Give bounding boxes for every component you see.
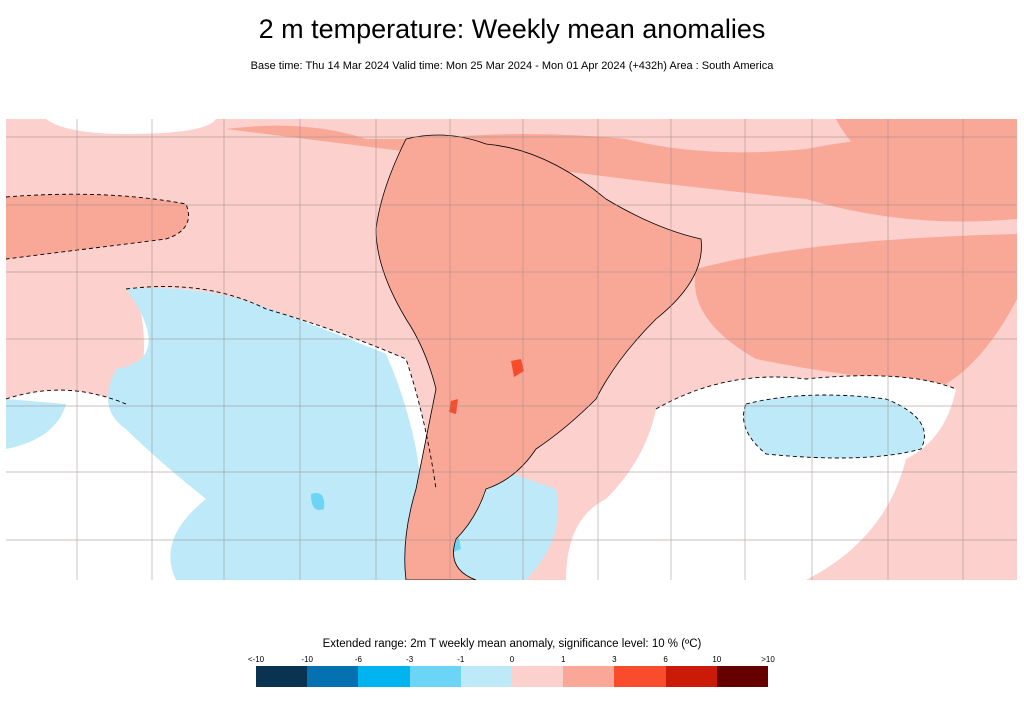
legend-tick: -10 — [301, 655, 313, 664]
warm-anomaly-africa — [836, 119, 1017, 179]
legend-tick: <-10 — [247, 655, 265, 664]
legend-swatch — [358, 666, 410, 687]
legend-tick: -1 — [457, 655, 465, 664]
anomaly-map — [6, 119, 1017, 580]
legend-tick: 0 — [509, 655, 515, 664]
hot-anomaly-argentina — [449, 399, 458, 414]
cool-anomaly-south-atlantic-blue — [743, 395, 925, 458]
hot-anomaly-paraguay — [511, 359, 524, 377]
warm-anomaly-pacific-band — [6, 194, 189, 259]
legend-tick: 10 — [712, 655, 722, 664]
south-america-landmass — [375, 134, 702, 580]
warm-anomaly-south-atlantic — [694, 234, 1017, 384]
legend-swatch — [614, 666, 666, 687]
legend-swatch — [563, 666, 615, 687]
page-title: 2 m temperature: Weekly mean anomalies — [258, 14, 766, 44]
map-grid — [6, 119, 1017, 580]
legend-swatch — [307, 666, 359, 687]
legend-tick: -6 — [354, 655, 362, 664]
cool-anomaly-northwest — [6, 399, 66, 449]
legend-swatch — [716, 666, 769, 687]
cool-anomaly-north-pacific — [46, 119, 216, 134]
legend-swatch — [256, 666, 308, 687]
legend-swatch — [512, 666, 564, 687]
cooler-anomaly-pacific-spot — [311, 493, 325, 510]
legend-tick: 6 — [663, 655, 668, 664]
legend-tick: >10 — [761, 655, 775, 664]
legend-swatch — [665, 666, 717, 687]
legend-tick: -3 — [406, 655, 414, 664]
significance-contour — [6, 193, 957, 490]
legend-tick: 1 — [560, 655, 566, 664]
page-subtitle: Base time: Thu 14 Mar 2024 Valid time: M… — [250, 60, 774, 72]
legend-swatch — [460, 666, 513, 687]
legend-tick: 3 — [612, 655, 617, 664]
legend-swatch — [409, 666, 461, 687]
legend-colorbar — [256, 666, 769, 687]
legend-title: Extended range: 2m T weekly mean anomaly… — [322, 638, 702, 650]
legend-ticks: <-10 -10 -6 -3 -1 0 1 3 6 10 >10 — [248, 655, 775, 667]
cool-anomaly-pacific-core — [108, 288, 466, 580]
